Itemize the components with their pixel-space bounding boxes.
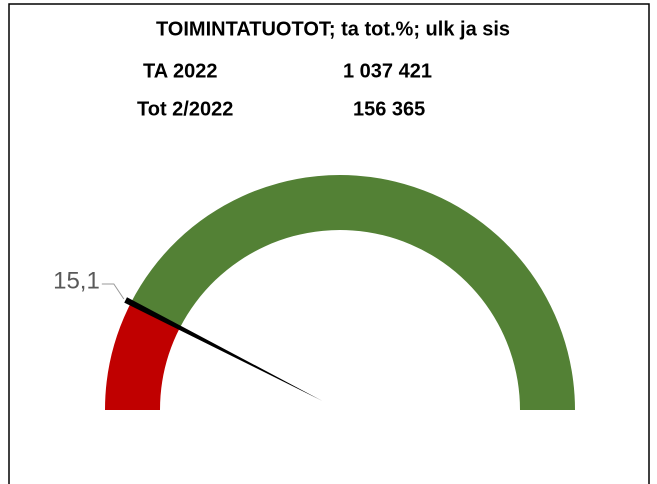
gauge-band-below (105, 302, 180, 410)
frame (8, 3, 650, 484)
row-label: TA 2022 (143, 60, 217, 82)
gauge-needle (124, 297, 323, 401)
row-label: Tot 2/2022 (137, 98, 233, 120)
gauge-band-above (130, 175, 575, 410)
row-value: 1 037 421 (343, 60, 432, 82)
leader-line (101, 283, 125, 300)
row-value: 156 365 (353, 98, 425, 120)
value-label: 15,1 (53, 267, 100, 294)
chart-title: TOIMINTATUOTOT; ta tot.%; ulk ja sis (156, 18, 510, 40)
